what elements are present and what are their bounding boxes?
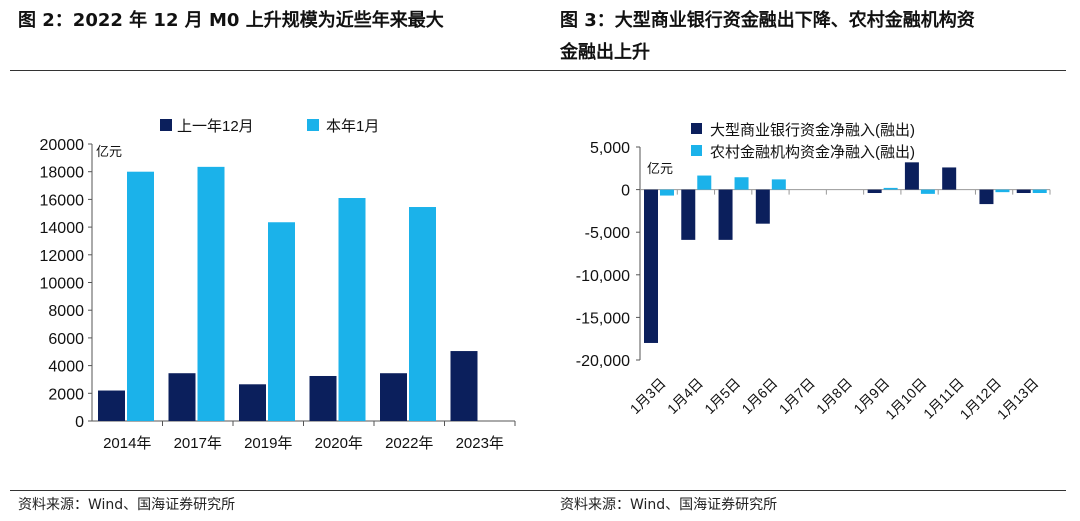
- right-x-tick-label: 1月7日: [776, 375, 818, 417]
- left-bar-dec: [239, 384, 266, 421]
- left-legend-label: 上一年12月: [177, 118, 254, 135]
- right-bar-large-bank: [1016, 189, 1031, 194]
- right-bar-rural: [995, 189, 1010, 193]
- right-bar-large-bank: [755, 189, 770, 224]
- right-x-tick-label: 1月6日: [738, 375, 780, 417]
- right-x-tick-label: 1月5日: [701, 375, 743, 417]
- right-x-tick-label: 1月3日: [627, 375, 669, 417]
- left-y-tick-label: 10000: [40, 276, 85, 293]
- left-legend-label: 本年1月: [326, 118, 379, 135]
- right-y-tick-label: -15,000: [576, 310, 630, 327]
- left-y-tick-label: 4000: [48, 359, 84, 376]
- right-bar-large-bank: [942, 167, 957, 190]
- top-divider: [10, 70, 1066, 71]
- right-bar-rural: [660, 189, 674, 196]
- right-bar-large-bank: [718, 189, 733, 240]
- right-y-tick-label: -10,000: [576, 268, 630, 285]
- left-bar-jan: [338, 198, 366, 421]
- left-x-tick-label: 2017年: [174, 435, 222, 452]
- left-x-tick-label: 2019年: [244, 435, 292, 452]
- left-y-tick-label: 14000: [40, 220, 85, 237]
- left-y-tick-label: 16000: [40, 192, 85, 209]
- right-legend-label: 农村金融机构资金净融入(融出): [710, 144, 915, 161]
- left-bar-jan: [268, 222, 295, 421]
- right-bar-rural: [883, 187, 898, 190]
- left-x-tick-label: 2022年: [385, 435, 433, 452]
- left-bar-jan: [409, 207, 436, 421]
- right-y-tick-label: 5,000: [590, 140, 630, 157]
- right-chart-title-line2: 金融出上升: [560, 42, 650, 63]
- right-legend-swatch: [691, 123, 702, 134]
- left-y-tick-label: 8000: [48, 303, 84, 320]
- right-legend-swatch: [691, 145, 702, 156]
- right-x-tick-label: 1月10日: [882, 375, 930, 423]
- right-source: 资料来源：Wind、国海证券研究所: [560, 497, 778, 513]
- left-legend-swatch: [307, 119, 319, 131]
- left-bar-jan: [127, 171, 154, 421]
- left-unit-label: 亿元: [96, 144, 122, 159]
- left-source: 资料来源：Wind、国海证券研究所: [18, 497, 236, 513]
- right-y-tick-label: 0: [621, 183, 630, 200]
- left-x-tick-label: 2023年: [456, 435, 504, 452]
- right-bar-rural: [1032, 189, 1047, 194]
- left-chart-title: 图 2：2022 年 12 月 M0 上升规模为近些年来最大: [18, 10, 444, 31]
- right-x-tick-label: 1月4日: [664, 375, 706, 417]
- right-x-tick-label: 1月8日: [813, 375, 855, 417]
- bottom-divider: [10, 490, 1066, 491]
- left-bar-jan: [197, 166, 225, 421]
- right-y-tick-label: -20,000: [576, 353, 630, 370]
- right-bar-large-bank: [681, 189, 696, 240]
- right-bar-rural: [920, 189, 935, 194]
- left-x-tick-label: 2020年: [315, 435, 363, 452]
- left-y-tick-label: 20000: [40, 137, 85, 154]
- right-legend-label: 大型商业银行资金净融入(融出): [710, 122, 915, 139]
- right-bar-large-bank: [904, 162, 919, 190]
- right-unit-label: 亿元: [647, 161, 673, 176]
- right-bar-rural: [697, 175, 712, 190]
- left-x-tick-label: 2014年: [103, 435, 151, 452]
- left-y-tick-label: 0: [75, 414, 84, 431]
- left-bar-dec: [309, 375, 337, 421]
- right-chart-title-line1: 图 3：大型商业银行资金融出下降、农村金融机构资: [560, 10, 975, 31]
- left-legend-swatch: [160, 119, 172, 131]
- left-bar-dec: [380, 373, 407, 421]
- left-y-tick-label: 2000: [48, 386, 84, 403]
- left-y-tick-label: 12000: [40, 248, 85, 265]
- right-bar-large-bank: [867, 189, 882, 194]
- right-y-tick-label: -5,000: [585, 225, 630, 242]
- right-bar-large-bank: [979, 189, 994, 205]
- right-x-tick-label: 1月13日: [994, 375, 1042, 423]
- left-bar-dec: [450, 351, 478, 421]
- left-y-tick-label: 18000: [40, 165, 85, 182]
- right-bar-rural: [734, 177, 749, 190]
- right-bar-rural: [771, 179, 786, 190]
- left-bar-dec: [98, 390, 125, 421]
- left-y-tick-label: 6000: [48, 331, 84, 348]
- right-bar-large-bank: [644, 189, 658, 343]
- left-bar-dec: [168, 373, 196, 421]
